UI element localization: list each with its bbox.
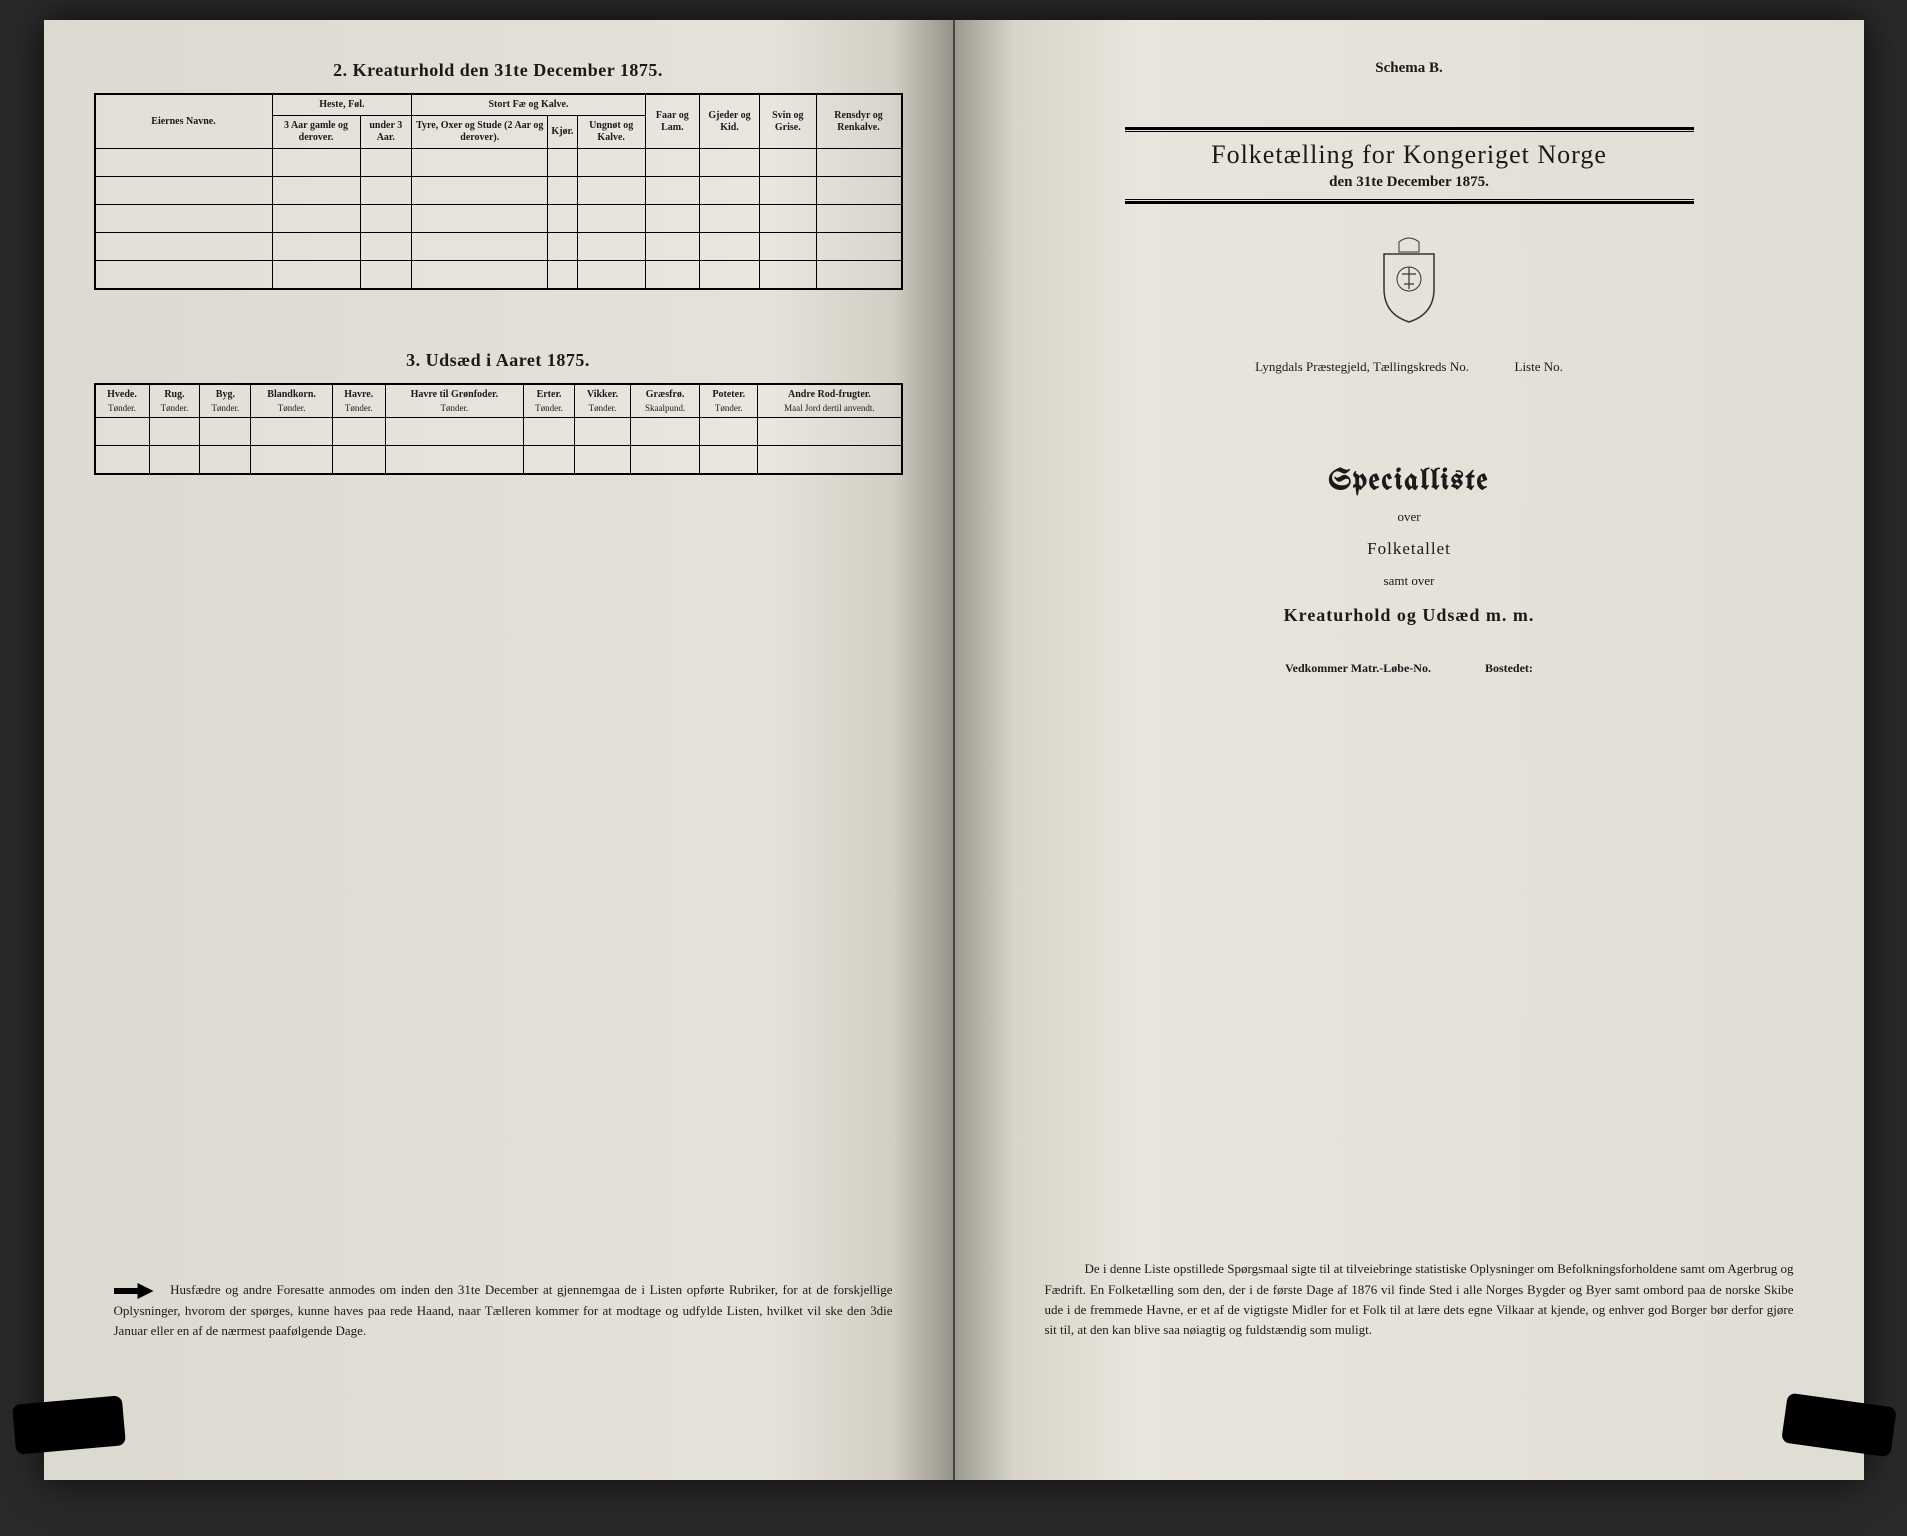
matr-line: Vedkommer Matr.-Løbe-No. Bostedet: bbox=[1005, 661, 1814, 676]
left-notice: Husfædre og andre Foresatte anmodes om i… bbox=[114, 1280, 893, 1340]
col-rye: Rug.Tønder. bbox=[149, 384, 200, 418]
spine-shadow bbox=[955, 20, 1015, 1480]
col-cattle-young: Ungnøt og Kalve. bbox=[577, 116, 645, 149]
section2-title: 2. Kreaturhold den 31te December 1875. bbox=[94, 60, 903, 81]
rule-top bbox=[1125, 127, 1694, 132]
col-pigs: Svin og Grise. bbox=[760, 94, 816, 149]
main-title-block: Folketælling for Kongeriget Norge den 31… bbox=[1005, 127, 1814, 204]
col-horses-3plus: 3 Aar gamle og derover. bbox=[272, 116, 360, 149]
section-kreaturhold: 2. Kreaturhold den 31te December 1875. E… bbox=[94, 60, 903, 290]
census-date: den 31te December 1875. bbox=[1005, 174, 1814, 191]
kreaturhold-rows bbox=[95, 149, 902, 289]
right-page: Schema B. Folketælling for Kongeriget No… bbox=[955, 20, 1864, 1480]
col-owners: Eiernes Navne. bbox=[95, 94, 273, 149]
liste-label: Liste No. bbox=[1515, 359, 1563, 374]
col-grass: Græsfrø.Skaalpund. bbox=[630, 384, 699, 418]
parish-line: Lyngdals Præstegjeld, Tællingskreds No. … bbox=[1005, 359, 1814, 375]
left-page: 2. Kreaturhold den 31te December 1875. E… bbox=[44, 20, 955, 1480]
kreaturhold-table: Eiernes Navne. Heste, Føl. Stort Fæ og K… bbox=[94, 93, 903, 290]
kreaturhold-label: Kreaturhold og Udsæd m. m. bbox=[1005, 605, 1814, 626]
col-oats: Havre.Tønder. bbox=[332, 384, 385, 418]
samt-label: samt over bbox=[1005, 573, 1814, 589]
spine-shadow bbox=[893, 20, 953, 1480]
col-sheep: Faar og Lam. bbox=[645, 94, 699, 149]
specialliste-block: Specialliste over Folketallet samt over … bbox=[1005, 465, 1814, 626]
over-label: over bbox=[1005, 509, 1814, 525]
binder-clip-icon bbox=[12, 1395, 126, 1454]
section3-title: 3. Udsæd i Aaret 1875. bbox=[94, 350, 903, 371]
parish-text: Lyngdals Præstegjeld, Tællingskreds No. bbox=[1255, 359, 1469, 374]
specialliste-heading: Specialliste bbox=[1005, 465, 1814, 497]
col-oats-fodder: Havre til Grønfoder.Tønder. bbox=[385, 384, 523, 418]
col-goats: Gjeder og Kid. bbox=[699, 94, 759, 149]
col-cattle: Stort Fæ og Kalve. bbox=[412, 94, 646, 116]
section-udsaed: 3. Udsæd i Aaret 1875. Hvede.Tønder. Rug… bbox=[94, 350, 903, 475]
folketallet-label: Folketallet bbox=[1005, 539, 1814, 559]
col-barley: Byg.Tønder. bbox=[200, 384, 251, 418]
coat-of-arms-icon bbox=[1005, 234, 1814, 329]
col-mixed: Blandkorn.Tønder. bbox=[251, 384, 333, 418]
col-vetch: Vikker.Tønder. bbox=[574, 384, 630, 418]
right-notice: De i denne Liste opstillede Spørgsmaal s… bbox=[1045, 1259, 1794, 1340]
col-cattle-bulls: Tyre, Oxer og Stude (2 Aar og derover). bbox=[412, 116, 548, 149]
udsaed-rows bbox=[95, 418, 902, 474]
col-wheat: Hvede.Tønder. bbox=[95, 384, 150, 418]
col-peas: Erter.Tønder. bbox=[524, 384, 575, 418]
rule-bottom bbox=[1125, 199, 1694, 204]
udsaed-table: Hvede.Tønder. Rug.Tønder. Byg.Tønder. Bl… bbox=[94, 383, 903, 475]
col-cattle-cows: Kjør. bbox=[548, 116, 577, 149]
col-horses-u3: under 3 Aar. bbox=[360, 116, 412, 149]
book-spread: 2. Kreaturhold den 31te December 1875. E… bbox=[44, 20, 1864, 1480]
col-horses: Heste, Føl. bbox=[272, 94, 412, 116]
binder-clip-icon bbox=[1781, 1393, 1897, 1458]
col-potatoes: Poteter.Tønder. bbox=[700, 384, 758, 418]
census-title: Folketælling for Kongeriget Norge bbox=[1005, 140, 1814, 170]
bosted-label: Bostedet: bbox=[1485, 661, 1533, 675]
schema-label: Schema B. bbox=[1005, 60, 1814, 77]
matr-label: Vedkommer Matr.-Løbe-No. bbox=[1285, 661, 1431, 675]
notice-text: Husfædre og andre Foresatte anmodes om i… bbox=[114, 1282, 893, 1338]
col-other: Andre Rod-frugter.Maal Jord dertil anven… bbox=[758, 384, 902, 418]
pointing-hand-icon bbox=[114, 1281, 154, 1301]
col-reindeer: Rensdyr og Renkalve. bbox=[816, 94, 901, 149]
